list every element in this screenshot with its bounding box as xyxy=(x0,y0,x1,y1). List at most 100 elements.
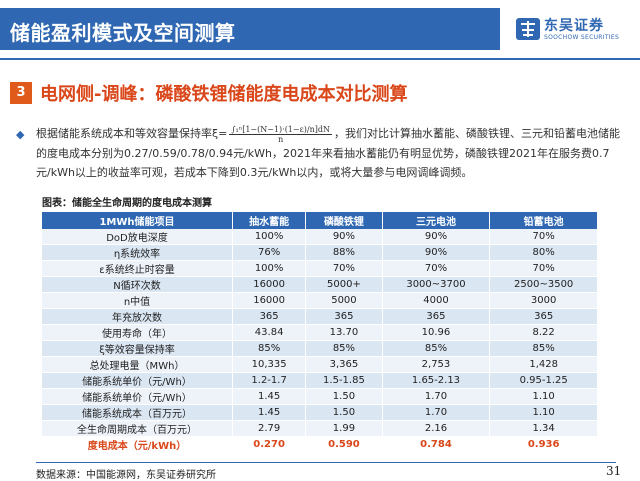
table-header-cell: 抽水蓄能 xyxy=(232,212,307,229)
table-row: 使用寿命（年） 43.84 13.70 10.96 8.22 xyxy=(42,324,598,341)
table-cell: 8.22 xyxy=(489,324,598,341)
bullet-diamond-icon: ◆ xyxy=(16,128,25,141)
table-cell: 70% xyxy=(489,229,598,245)
table-header-cell: 磷酸铁锂 xyxy=(305,212,383,229)
table-cell: 1.45 xyxy=(232,388,307,405)
table-cell: 16000 xyxy=(232,292,307,309)
row-label: n中值 xyxy=(42,292,233,309)
logo-text-cn: 东吴证券 xyxy=(544,18,604,34)
row-label: η系统效率 xyxy=(42,244,233,261)
table-cell: 5000 xyxy=(305,292,383,309)
table-cell: 3000~3700 xyxy=(382,276,491,293)
table-cell: 1.34 xyxy=(489,420,598,437)
formula: ∫₁ⁿ[1−(N−1)·(1−ε)/n]dN n xyxy=(229,125,332,144)
table-header-row: 1MWh储能项目 抽水蓄能 磷酸铁锂 三元电池 铅蓄电池 xyxy=(42,212,598,229)
table-cell: 88% xyxy=(305,244,383,261)
formula-denominator: n xyxy=(278,134,284,144)
table-cell: 85% xyxy=(305,340,383,357)
table-cell: 1.2-1.7 xyxy=(232,372,307,389)
cost-comparison-table: 1MWh储能项目 抽水蓄能 磷酸铁锂 三元电池 铅蓄电池 DoD放电深度 100… xyxy=(42,212,598,453)
table-cell: 100% xyxy=(232,260,307,277)
table-cell: 43.84 xyxy=(232,324,307,341)
table-cell: 1.10 xyxy=(489,404,598,421)
table-cell: 1.45 xyxy=(232,404,307,421)
table-row: ε系统终止时容量 100% 70% 70% 70% xyxy=(42,260,598,277)
table-cell: 85% xyxy=(232,340,307,357)
table-cell: 90% xyxy=(382,229,491,245)
logo-text-en: SOOCHOW SECURITIES xyxy=(544,34,620,41)
table-cell: 1.10 xyxy=(489,388,598,405)
table-row: n中值 16000 5000 4000 3000 xyxy=(42,292,598,309)
row-label: 度电成本（元/kWh） xyxy=(42,436,233,453)
table-cell: 1,428 xyxy=(489,356,598,373)
table-header-cell: 1MWh储能项目 xyxy=(42,212,233,229)
table-cell: 1.50 xyxy=(305,388,383,405)
table-cell: 0.95-1.25 xyxy=(489,372,598,389)
row-label: 年充放次数 xyxy=(42,308,233,325)
logo-mark-icon xyxy=(516,18,540,40)
row-label: 总处理电量（MWh） xyxy=(42,356,233,373)
table-cell: 85% xyxy=(382,340,491,357)
table-cell: 1.70 xyxy=(382,388,491,405)
row-label: 全生命周期成本（百万元） xyxy=(42,420,233,437)
table-row: 总处理电量（MWh） 10,335 3,365 2,753 1,428 xyxy=(42,356,598,373)
table-row: N循环次数 16000 5000+ 3000~3700 2500~3500 xyxy=(42,276,598,293)
paragraph-part2: ，我们对比计算抽水蓄能、磷酸铁锂、三元和铅蓄电池储能的度电成本分别为0.27/0… xyxy=(36,127,620,179)
page-title: 储能盈利模式及空间测算 xyxy=(10,21,236,45)
table-cell: 3000 xyxy=(489,292,598,309)
company-logo: 东吴证券 SOOCHOW SECURITIES xyxy=(514,14,636,46)
formula-numerator: ∫₁ⁿ[1−(N−1)·(1−ε)/n]dN xyxy=(229,124,332,135)
table-cell: 16000 xyxy=(232,276,307,293)
table-cell: 70% xyxy=(489,260,598,277)
table-row: 全生命周期成本（百万元） 2.79 1.99 2.16 1.34 xyxy=(42,420,598,437)
table-header-cell: 铅蓄电池 xyxy=(489,212,598,229)
table-row: η系统效率 76% 88% 90% 80% xyxy=(42,244,598,261)
table-cell: 365 xyxy=(382,308,491,325)
table-cell: 70% xyxy=(305,260,383,277)
table-cell: 1.70 xyxy=(382,404,491,421)
table-cell: 2.79 xyxy=(232,420,307,437)
row-label: ξ等效容量保持率 xyxy=(42,340,233,357)
paragraph-part1: 根据储能系统成本和等效容量保持率 xyxy=(36,127,212,140)
table-cell: 4000 xyxy=(382,292,491,309)
summary-paragraph: 根据储能系统成本和等效容量保持率ξ= ∫₁ⁿ[1−(N−1)·(1−ε)/n]dN… xyxy=(36,124,626,182)
row-label: 使用寿命（年） xyxy=(42,324,233,341)
table-cell: 13.70 xyxy=(305,324,383,341)
table-cell: 365 xyxy=(489,308,598,325)
row-label: N循环次数 xyxy=(42,276,233,293)
table-row: 储能系统单价（元/Wh） 1.2-1.7 1.5-1.85 1.65-2.13 … xyxy=(42,372,598,389)
table-cell: 1.50 xyxy=(305,404,383,421)
table-row: DoD放电深度 100% 90% 90% 70% xyxy=(42,229,598,245)
section-title: 电网侧-调峰：磷酸铁锂储能度电成本对比测算 xyxy=(40,84,408,105)
table-cell: 10,335 xyxy=(232,356,307,373)
table-cell: 0.270 xyxy=(232,436,307,453)
row-label: DoD放电深度 xyxy=(42,229,233,245)
formula-prefix: ξ= xyxy=(212,127,228,140)
table-cell: 90% xyxy=(305,229,383,245)
row-label: 储能系统成本（百万元） xyxy=(42,404,233,421)
row-label: ε系统终止时容量 xyxy=(42,260,233,277)
table-row: 年充放次数 365 365 365 365 xyxy=(42,308,598,325)
table-cell: 100% xyxy=(232,229,307,245)
table-cell: 85% xyxy=(489,340,598,357)
table-cell: 0.590 xyxy=(305,436,383,453)
table-cell: 1.65-2.13 xyxy=(382,372,491,389)
table-row-highlight: 度电成本（元/kWh） 0.270 0.590 0.784 0.936 xyxy=(42,436,598,453)
table-cell: 90% xyxy=(382,244,491,261)
row-label: 储能系统单价（元/Wh） xyxy=(42,388,233,405)
data-source: 数据来源：中国能源网，东吴证券研究所 xyxy=(36,470,216,481)
table-cell: 10.96 xyxy=(382,324,491,341)
table-cell: 3,365 xyxy=(305,356,383,373)
page-number: 31 xyxy=(606,464,622,478)
header-divider xyxy=(0,58,640,60)
table-cell: 2500~3500 xyxy=(489,276,598,293)
title-band: 储能盈利模式及空间测算 xyxy=(0,8,500,50)
table-cell: 2,753 xyxy=(382,356,491,373)
table-cell: 1.99 xyxy=(305,420,383,437)
section-number-badge: 3 xyxy=(10,82,32,104)
figure-caption: 图表：储能全生命周期的度电成本测算 xyxy=(42,198,212,209)
table-header-cell: 三元电池 xyxy=(382,212,491,229)
table-cell: 80% xyxy=(489,244,598,261)
table-cell: 1.5-1.85 xyxy=(305,372,383,389)
table-cell: 5000+ xyxy=(305,276,383,293)
